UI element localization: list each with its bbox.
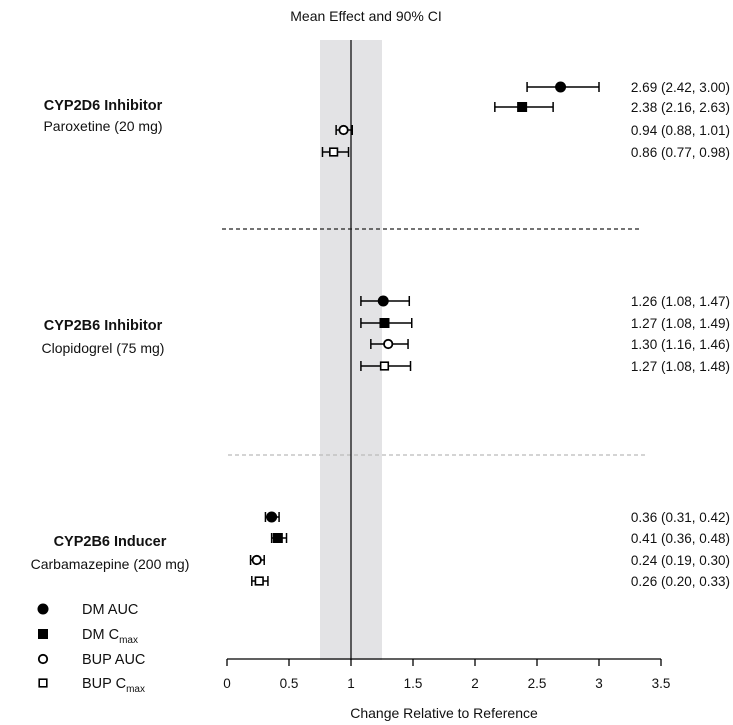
x-axis-title: Change Relative to Reference [350,705,538,721]
data-row [370,338,409,350]
x-tick-label: 0 [223,676,231,691]
point-marker [379,318,390,328]
legend-item: BUP AUC [37,652,145,668]
data-row [251,576,269,586]
value-label: 0.26 (0.20, 0.33) [631,574,730,589]
value-label: 1.30 (1.16, 1.46) [631,337,730,352]
legend-item: BUP Cmax [38,676,145,695]
point-marker [377,295,389,307]
value-label: 0.86 (0.77, 0.98) [631,145,730,160]
x-tick-label: 1 [347,676,355,691]
data-marks [249,81,600,586]
group-separators [222,228,646,456]
legend-marker [38,629,48,639]
value-label: 0.41 (0.36, 0.48) [631,531,730,546]
data-row [249,554,265,566]
data-row [494,102,554,112]
value-label: 0.94 (0.88, 1.01) [631,123,730,138]
legend-marker [37,603,49,615]
legend-marker [37,653,49,665]
x-tick-label: 0.5 [280,676,299,691]
x-tick-label: 1.5 [404,676,423,691]
point-marker [555,81,567,93]
data-row [360,361,412,371]
data-row [526,81,600,93]
group-name: CYP2B6 Inducer [54,534,167,550]
point-marker [338,124,349,136]
point-marker [266,511,278,523]
data-row [264,511,280,523]
value-label: 1.27 (1.08, 1.49) [631,316,730,331]
group-labels: CYP2D6 Inhibitor Paroxetine (20 mg) CYP2B6… [31,98,190,572]
legend-label: DM Cmax [82,627,138,646]
value-label: 2.38 (2.16, 2.63) [631,100,730,115]
value-labels: 2.69 (2.42, 3.00) 2.38 (2.16, 2.63) 0.94 (… [631,80,730,589]
group-name: CYP2D6 Inhibitor [44,98,163,114]
x-tick-label: 3 [595,676,603,691]
x-axis: 0 0.5 1 1.5 2 2.5 3 3.5 [223,658,671,691]
legend: DM AUC DM Cmax BUP AUC BUP Cmax [37,602,145,695]
value-label: 0.36 (0.31, 0.42) [631,510,730,525]
legend-label: BUP Cmax [82,676,145,695]
data-row [360,295,411,307]
point-marker [329,147,339,157]
value-label: 2.69 (2.42, 3.00) [631,80,730,95]
legend-label: BUP AUC [82,652,145,668]
legend-label: DM AUC [82,602,138,618]
x-tick-label: 3.5 [652,676,671,691]
group-name: CYP2B6 Inhibitor [44,318,163,334]
x-tick-label: 2 [471,676,479,691]
point-marker [251,554,262,566]
chart-title: Mean Effect and 90% CI [290,8,442,24]
value-label: 0.24 (0.19, 0.30) [631,553,730,568]
point-marker [517,102,528,112]
x-tick-label: 2.5 [528,676,547,691]
point-marker [272,533,283,543]
group-subtitle: Carbamazepine (200 mg) [31,556,190,572]
group-subtitle: Clopidogrel (75 mg) [42,340,165,356]
data-row [360,318,413,328]
legend-item: DM AUC [37,602,138,618]
data-row [321,147,350,157]
data-row [270,533,288,543]
point-marker [254,576,264,586]
group-subtitle: Paroxetine (20 mg) [43,118,162,134]
legend-marker [38,678,48,688]
data-row [335,124,353,136]
point-marker [383,338,394,350]
point-marker [379,361,390,371]
value-label: 1.26 (1.08, 1.47) [631,294,730,309]
legend-item: DM Cmax [38,627,138,646]
value-label: 1.27 (1.08, 1.48) [631,359,730,374]
